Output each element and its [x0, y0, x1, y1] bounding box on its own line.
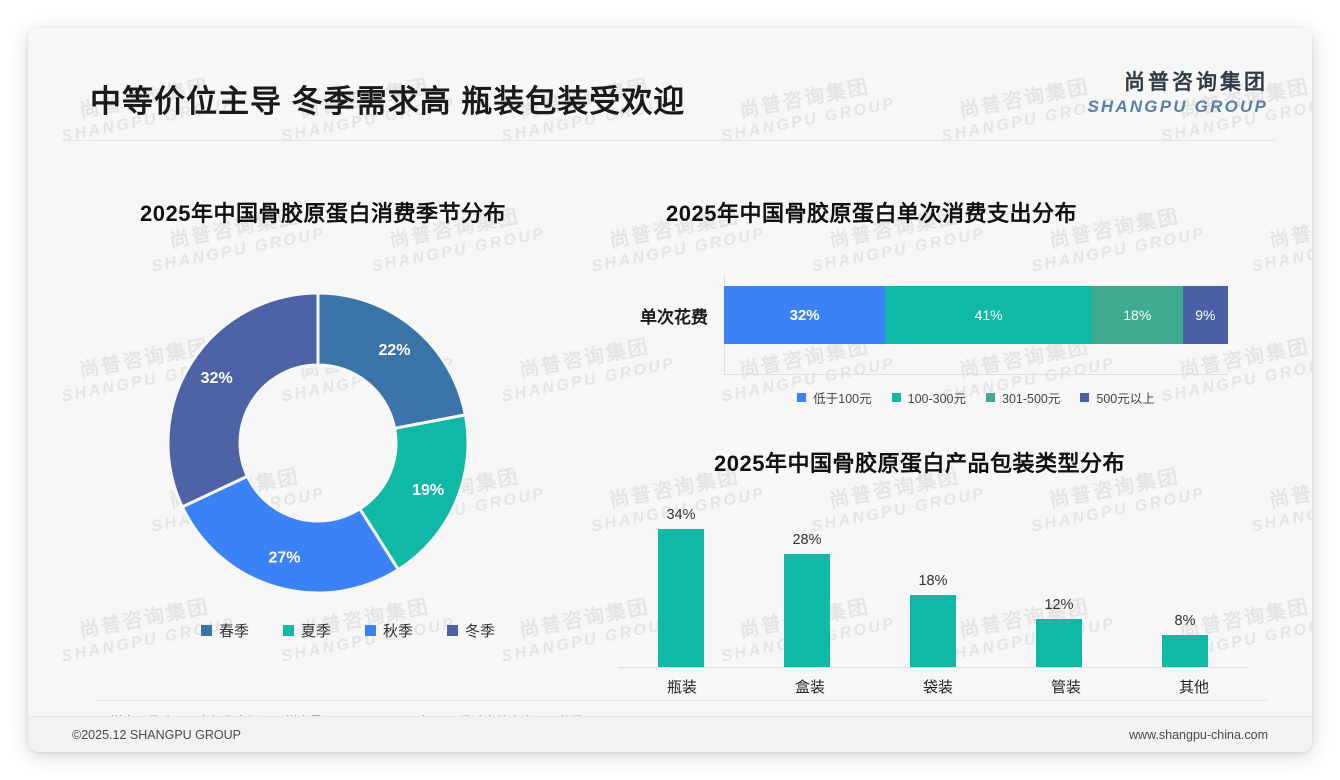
- donut-slice[interactable]: [316, 291, 468, 431]
- legend-item[interactable]: 301-500元: [986, 388, 1060, 407]
- stacked-segment[interactable]: 9%: [1182, 286, 1228, 344]
- legend-swatch-icon: [1080, 393, 1090, 402]
- legend-swatch-icon: [447, 625, 459, 636]
- column-item: 8%: [1126, 498, 1244, 668]
- stacked-segment[interactable]: 41%: [885, 286, 1092, 344]
- donut-slice[interactable]: [180, 474, 401, 595]
- column-bar[interactable]: [910, 594, 956, 668]
- stacked-segment[interactable]: 32%: [724, 286, 886, 344]
- legend-swatch-icon: [891, 393, 901, 402]
- spend-stacked-title: 2025年中国骨胶原蛋白单次消费支出分布: [666, 201, 1077, 226]
- column-bar[interactable]: [784, 553, 830, 668]
- column-item: 12%: [1000, 498, 1118, 668]
- slide-content: 2025年中国骨胶原蛋白消费季节分布 22% 19% 27% 32% 春季 夏季 秋季 冬季…: [28, 28, 1312, 752]
- legend-label: 低于100元: [813, 392, 872, 406]
- column-value-label: 12%: [1044, 597, 1074, 614]
- season-donut-plot: 22% 19% 27% 32%: [158, 283, 478, 603]
- column-item: 34%: [622, 498, 740, 668]
- package-axis-line: [618, 667, 1248, 668]
- header-divider: [64, 140, 1276, 141]
- legend-item[interactable]: 冬季: [447, 620, 495, 641]
- page-title: 中等价位主导 冬季需求高 瓶装包装受欢迎: [90, 84, 686, 119]
- column-category-label: 管装: [1050, 679, 1081, 696]
- donut-slice-label: 32%: [201, 370, 233, 387]
- footer-website: www.shangpu-china.com: [1129, 728, 1268, 742]
- logo-english-text: SHANGPU GROUP: [1087, 97, 1268, 116]
- column-bar[interactable]: [1036, 619, 1082, 668]
- donut-slice[interactable]: [357, 413, 470, 572]
- footer-copyright: ©2025.12 SHANGPU GROUP: [72, 728, 241, 742]
- column-item: 18%: [874, 498, 992, 668]
- package-category-labels: 瓶装 盒装 袋装 管装 其他: [618, 676, 1258, 697]
- package-column-title: 2025年中国骨胶原蛋白产品包装类型分布: [714, 451, 1125, 476]
- column-category-label: 其他: [1178, 679, 1209, 696]
- legend-item[interactable]: 低于100元: [797, 388, 872, 407]
- package-column-chart: 2025年中国骨胶原蛋白产品包装类型分布 34% 28% 18% 12% 8% 瓶装 盒装…: [608, 428, 1268, 708]
- season-donut-svg: 22% 19% 27% 32%: [166, 291, 470, 595]
- legend-swatch-icon: [200, 625, 212, 636]
- spend-category-label: 单次花费: [640, 307, 708, 327]
- column-item: 28%: [748, 498, 866, 668]
- column-value-label: 8%: [1174, 613, 1196, 630]
- legend-label: 冬季: [465, 623, 496, 640]
- legend-swatch-icon: [986, 393, 995, 402]
- spend-stacked-chart: 2025年中国骨胶原蛋白单次消费支出分布 单次花费 32% 41% 18% 9% 低于…: [608, 178, 1268, 428]
- column-value-label: 28%: [792, 531, 822, 548]
- column-category-label: 瓶装: [666, 679, 697, 696]
- legend-item[interactable]: 秋季: [365, 620, 413, 641]
- spend-baseline: [724, 374, 1228, 375]
- legend-label: 春季: [218, 623, 249, 640]
- spend-stacked-bar: 32% 41% 18% 9%: [724, 286, 1228, 344]
- legend-label: 301-500元: [1002, 392, 1061, 406]
- spend-bar-row: 单次花费 32% 41% 18% 9%: [608, 286, 1228, 344]
- season-donut-chart: 2025年中国骨胶原蛋白消费季节分布 22% 19% 27% 32% 春季 夏季 秋季 冬季: [88, 178, 608, 668]
- season-donut-legend: 春季 夏季 秋季 冬季: [88, 620, 608, 641]
- legend-item[interactable]: 春季: [200, 620, 249, 641]
- footnote-divider: [98, 700, 1268, 701]
- donut-slice-label: 19%: [412, 482, 444, 499]
- column-category-label: 盒装: [794, 679, 825, 696]
- season-donut-title: 2025年中国骨胶原蛋白消费季节分布: [140, 201, 506, 226]
- legend-item[interactable]: 夏季: [282, 620, 331, 641]
- donut-slice-label: 22%: [378, 342, 410, 359]
- donut-slice[interactable]: [166, 291, 320, 509]
- package-column-plot: 34% 28% 18% 12% 8%: [608, 498, 1258, 668]
- legend-label: 500元以上: [1096, 392, 1155, 406]
- stacked-segment[interactable]: 18%: [1091, 286, 1183, 344]
- slide-canvas: 尚普咨询集团 SHANGPU GROUP 尚普咨询集团 SHANGPU GROUP 尚普…: [28, 28, 1312, 752]
- legend-item[interactable]: 100-300元: [891, 388, 966, 407]
- legend-swatch-icon: [282, 625, 294, 636]
- column-value-label: 34%: [666, 507, 696, 524]
- legend-label: 夏季: [300, 623, 331, 640]
- legend-label: 秋季: [383, 623, 414, 640]
- legend-swatch-icon: [797, 393, 807, 402]
- legend-item[interactable]: 500元以上: [1080, 388, 1155, 407]
- slide-footer: ©2025.12 SHANGPU GROUP www.shangpu-china…: [28, 716, 1312, 752]
- logo-chinese-text: 尚普咨询集团: [1124, 71, 1268, 94]
- column-bar[interactable]: [658, 529, 704, 668]
- spend-legend: 低于100元 100-300元 301-500元 500元以上: [724, 388, 1228, 407]
- column-bar[interactable]: [1162, 635, 1208, 668]
- legend-label: 100-300元: [907, 392, 966, 406]
- donut-slice-label: 27%: [269, 549, 301, 566]
- legend-swatch-icon: [365, 625, 376, 636]
- brand-logo: 尚普咨询集团 SHANGPU GROUP: [1087, 66, 1268, 117]
- column-value-label: 18%: [918, 572, 948, 589]
- column-category-label: 袋装: [922, 679, 953, 696]
- slide-header: 中等价位主导 冬季需求高 瓶装包装受欢迎 尚普咨询集团 SHANGPU GROU…: [28, 28, 1312, 138]
- package-bars: 34% 28% 18% 12% 8%: [618, 498, 1248, 668]
